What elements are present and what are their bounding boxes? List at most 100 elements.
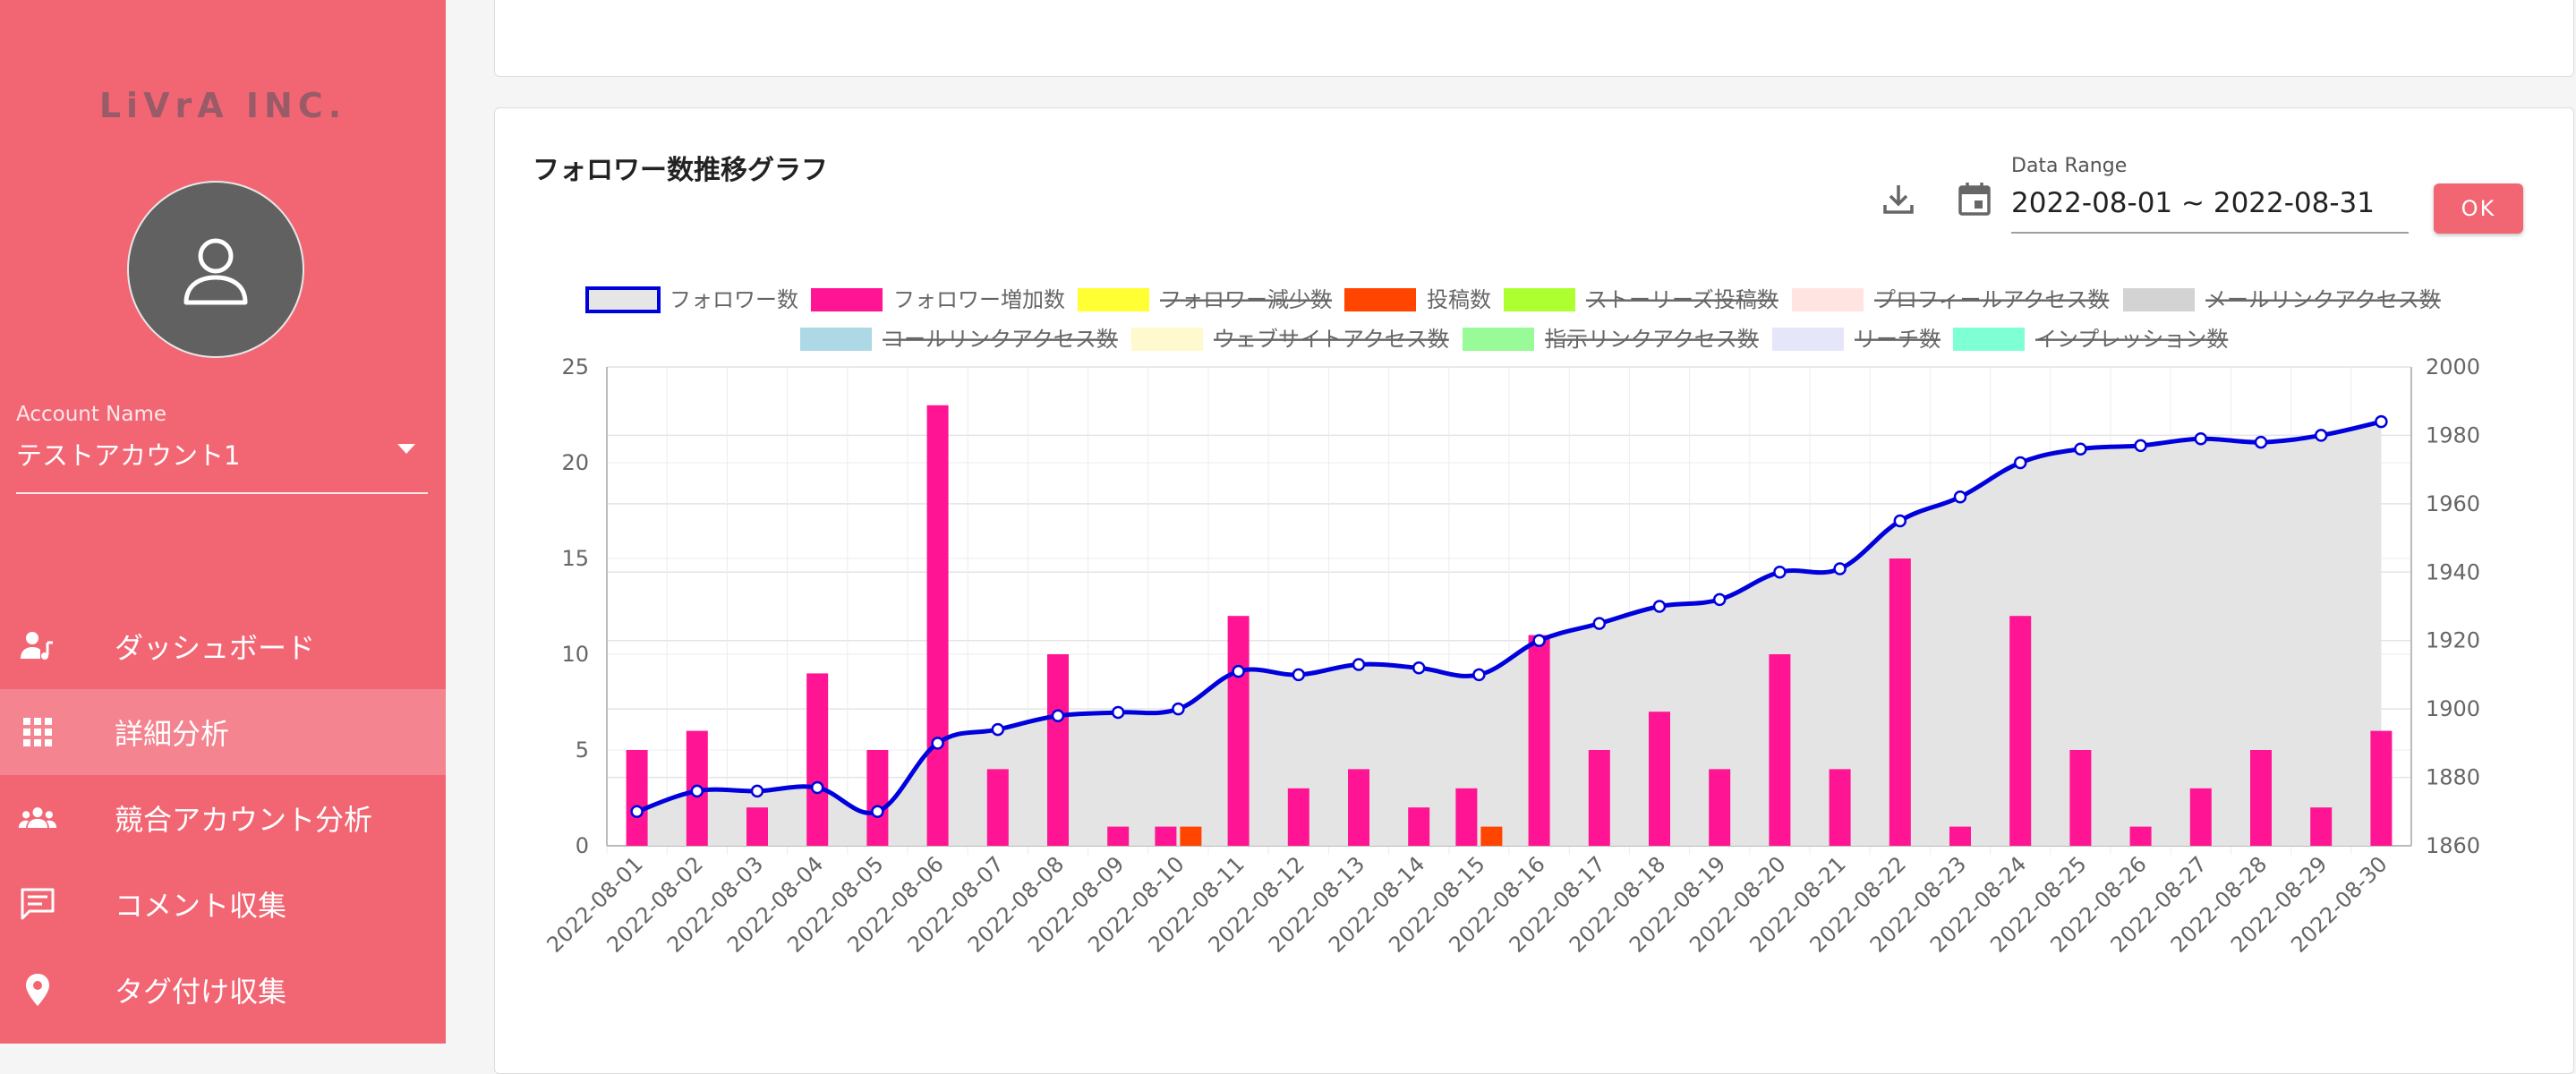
follower-point (1773, 566, 1787, 579)
legend-item[interactable]: リーチ数 (1772, 327, 1941, 352)
y-left-tick-label: 25 (561, 354, 589, 379)
comment-icon (18, 884, 57, 924)
legend-swatch (585, 286, 661, 313)
nav-label: タグ付け収集 (115, 975, 287, 1009)
nav-item-comment-collection[interactable]: コメント収集 (0, 861, 446, 947)
legend-label: 指示リンクアクセス数 (1545, 327, 1759, 352)
legend-label: プロフィールアクセス数 (1874, 287, 2109, 312)
follower-area (636, 422, 2382, 846)
follower-point (2134, 439, 2147, 453)
bar-follower-increase (1287, 788, 1309, 846)
nav-item-dashboard[interactable]: ダッシュボード (0, 603, 446, 689)
bar-follower-increase (1949, 826, 1971, 846)
bar-follower-increase (1348, 769, 1369, 846)
bar-follower-increase (2069, 750, 2092, 846)
follower-point (2074, 442, 2087, 456)
legend-item[interactable]: インプレッション数 (1953, 327, 2228, 352)
avatar[interactable] (127, 181, 304, 358)
bar-follower-increase (1649, 712, 1670, 846)
legend-swatch (800, 328, 872, 351)
download-icon[interactable] (1878, 178, 1919, 219)
follower-point (1172, 702, 1185, 716)
legend-label: フォロワー数 (670, 287, 798, 312)
follower-point (1953, 490, 1967, 504)
legend-swatch (1792, 288, 1864, 311)
person-music-icon (18, 626, 57, 666)
y-right-tick-label: 1980 (2426, 422, 2480, 448)
group-icon (18, 798, 57, 838)
legend-item[interactable]: メールリンクアクセス数 (2123, 287, 2441, 312)
y-right-tick-label: 1880 (2426, 765, 2480, 790)
legend-swatch (1504, 288, 1575, 311)
follower-point (931, 737, 944, 750)
follower-point (1412, 661, 1426, 675)
bar-follower-increase (626, 750, 648, 846)
bar-follower-increase (1528, 635, 1550, 846)
account-select[interactable]: テストアカウント1 (16, 431, 428, 494)
chart-legend: フォロワー数 フォロワー増加数 フォロワー減少数 投稿数 ストーリーズ投稿数 プロフィール… (585, 286, 2441, 352)
legend-label: コールリンクアクセス数 (883, 327, 1118, 352)
follower-point (1292, 668, 1306, 682)
legend-item[interactable]: フォロワー数 (585, 286, 798, 313)
follower-point (2314, 429, 2328, 442)
legend-label: フォロワー減少数 (1160, 287, 1332, 312)
follower-point (1111, 705, 1125, 720)
sidebar: LiVrA INC. Account Name テストアカウント1 ダッシュボー… (0, 0, 446, 1044)
legend-swatch (2123, 288, 2195, 311)
y-left-tick-label: 5 (576, 737, 589, 763)
chart-plot-area: 0 5 10 15 20 25 1860 1880 1900 1920 1940 1960 1980 20… (542, 354, 2480, 958)
nav-label: コメント収集 (115, 889, 287, 923)
bar-follower-increase (1408, 807, 1430, 846)
follower-point (2013, 456, 2027, 470)
bar-follower-increase (746, 807, 768, 846)
legend-swatch (1463, 328, 1534, 351)
ok-button[interactable]: OK (2434, 183, 2523, 234)
bar-follower-increase (986, 769, 1009, 846)
bar-follower-increase (1709, 769, 1731, 846)
nav-item-tag-collection[interactable]: タグ付け収集 (0, 947, 446, 1033)
bar-follower-increase (1455, 788, 1478, 846)
chevron-down-icon (397, 444, 415, 454)
legend-item[interactable]: ストーリーズ投稿数 (1504, 287, 1778, 312)
company-logo: LiVrA INC. (98, 86, 347, 125)
legend-label: インプレッション数 (2035, 327, 2228, 352)
bar-follower-increase (2310, 807, 2333, 846)
legend-item[interactable]: フォロワー増加数 (811, 287, 1065, 312)
legend-swatch (1131, 328, 1203, 351)
legend-item[interactable]: 投稿数 (1344, 287, 1491, 312)
legend-label: ウェブサイトアクセス数 (1214, 327, 1449, 352)
y-left-tick-label: 10 (561, 642, 589, 667)
legend-item[interactable]: ウェブサイトアクセス数 (1131, 327, 1449, 352)
nav-label: 競合アカウント分析 (115, 803, 373, 837)
bar-follower-increase (1769, 654, 1791, 846)
y-left-tick-label: 20 (561, 450, 589, 475)
nav-item-detail-analysis[interactable]: 詳細分析 (0, 689, 446, 775)
follower-point (1051, 709, 1065, 723)
legend-label: ストーリーズ投稿数 (1586, 287, 1778, 312)
follower-point (630, 805, 644, 819)
legend-item[interactable]: コールリンクアクセス数 (800, 327, 1118, 352)
y-right-tick-label: 1960 (2426, 491, 2480, 516)
bar-follower-increase (2189, 788, 2212, 846)
legend-item[interactable]: プロフィールアクセス数 (1792, 287, 2109, 312)
bar-follower-increase (2009, 616, 2032, 846)
follower-point (1712, 592, 1727, 607)
legend-item[interactable]: フォロワー減少数 (1078, 287, 1332, 312)
follower-point (1232, 664, 1245, 678)
bar-follower-increase (806, 673, 829, 846)
nav-item-competitor-analysis[interactable]: 競合アカウント分析 (0, 775, 446, 861)
follower-point (2375, 414, 2388, 429)
legend-item[interactable]: 指示リンクアクセス数 (1463, 327, 1759, 352)
calendar-icon[interactable] (1954, 178, 1995, 219)
legend-swatch (1772, 328, 1844, 351)
follower-point (1352, 658, 1366, 671)
date-range-input[interactable]: 2022-08-01 ~ 2022-08-31 (2011, 183, 2409, 234)
bar-follower-increase (1829, 769, 1851, 846)
y-right-tick-label: 1920 (2426, 628, 2480, 653)
bar-follower-increase (1107, 826, 1130, 846)
follower-point (1833, 562, 1847, 575)
legend-swatch (1344, 288, 1416, 311)
y-left-tick-label: 15 (561, 546, 589, 571)
bar-follower-increase (1227, 616, 1250, 846)
follower-point (750, 784, 764, 798)
